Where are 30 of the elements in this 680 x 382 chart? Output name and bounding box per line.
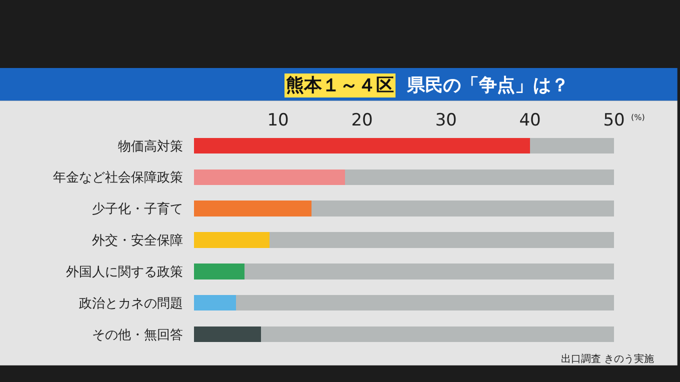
x-tick-label: 10	[267, 110, 289, 131]
y-tick-label: 政治とカネの問題	[79, 296, 183, 312]
bar	[244, 264, 614, 280]
y-tick-label: その他・無回答	[92, 328, 183, 343]
bar	[236, 295, 614, 311]
bar	[194, 200, 312, 216]
bar	[530, 138, 614, 154]
bar	[261, 326, 614, 342]
bar	[194, 326, 262, 342]
bar	[194, 232, 270, 248]
chart-title: 熊本１～４区	[286, 75, 394, 96]
y-tick-label: 物価高対策	[118, 138, 183, 154]
x-axis-title: (%)	[631, 113, 645, 122]
bar	[194, 169, 346, 185]
text: 出口調査 きのう実施	[561, 353, 654, 365]
x-tick-label: 50	[603, 110, 625, 131]
chart-subtitle: 県民の「争点」は？	[406, 75, 569, 96]
bar	[194, 138, 530, 154]
bar	[312, 200, 614, 216]
x-tick-label: 40	[519, 110, 541, 131]
x-tick-label: 30	[435, 110, 457, 131]
bar	[345, 169, 614, 185]
x-tick-label: 20	[351, 110, 373, 131]
y-tick-label: 外国人に関する政策	[66, 264, 183, 280]
bar	[194, 295, 236, 311]
y-tick-label: 年金など社会保障政策	[53, 170, 183, 186]
bar	[194, 264, 244, 280]
bar	[270, 232, 614, 248]
y-tick-label: 少子化・子育て	[92, 201, 183, 218]
y-tick-label: 外交・安全保障	[92, 232, 183, 249]
